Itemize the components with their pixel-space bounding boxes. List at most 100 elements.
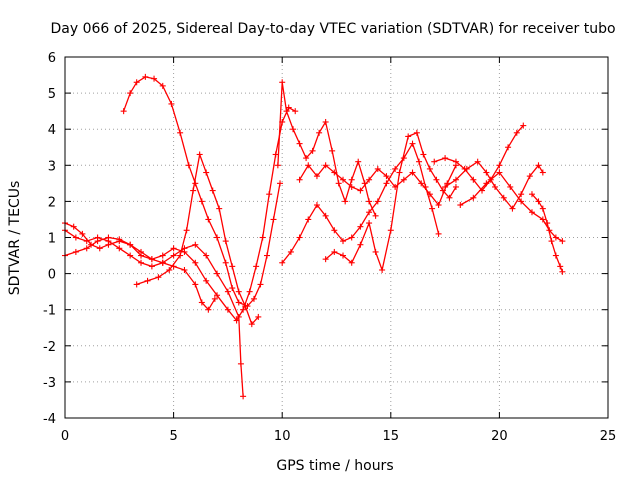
x-tick-label: 15 <box>383 429 400 444</box>
data-point-marker <box>203 277 210 284</box>
data-point-marker <box>257 281 264 288</box>
data-point-marker <box>470 194 477 201</box>
y-tick-label: -1 <box>43 304 56 319</box>
series-trace-6 <box>274 79 379 219</box>
data-point-marker <box>528 209 535 216</box>
data-point-marker <box>166 266 173 273</box>
series-line <box>136 152 259 326</box>
data-point-marker <box>507 183 514 190</box>
data-point-marker <box>116 245 123 252</box>
data-point-marker <box>392 165 399 172</box>
data-point-marker <box>148 263 155 270</box>
data-point-marker <box>305 216 312 223</box>
data-point-marker <box>253 263 260 270</box>
data-point-marker <box>70 223 77 230</box>
data-point-marker <box>509 205 516 212</box>
data-point-marker <box>116 236 123 243</box>
data-point-marker <box>72 234 79 241</box>
data-point-marker <box>138 259 145 266</box>
data-point-marker <box>492 183 499 190</box>
x-tick-label: 0 <box>61 429 69 444</box>
series-line <box>122 76 281 307</box>
data-point-marker <box>457 202 464 209</box>
series-line <box>531 193 564 273</box>
data-point-marker <box>329 147 336 154</box>
data-point-marker <box>357 223 364 230</box>
y-axis-label: SDTVAR / TECUs <box>7 181 23 296</box>
data-point-marker <box>138 252 145 259</box>
data-point-marker <box>409 169 416 176</box>
data-point-marker <box>144 277 151 284</box>
data-point-marker <box>229 263 236 270</box>
data-point-marker <box>229 285 236 292</box>
data-point-marker <box>177 129 184 136</box>
data-point-marker <box>426 191 433 198</box>
data-point-marker <box>535 198 542 205</box>
data-point-marker <box>83 238 90 245</box>
data-point-marker <box>505 144 512 151</box>
y-tick-label: 5 <box>48 87 56 102</box>
data-point-marker <box>383 180 390 187</box>
data-point-marker <box>235 313 242 320</box>
data-point-marker <box>170 245 177 252</box>
data-point-marker <box>309 147 316 154</box>
data-point-marker <box>416 158 423 165</box>
data-point-marker <box>237 360 244 367</box>
data-point-marker <box>270 216 277 223</box>
data-point-marker <box>409 140 416 147</box>
data-point-marker <box>214 234 221 241</box>
data-point-marker <box>374 165 381 172</box>
data-point-marker <box>303 155 310 162</box>
data-point-marker <box>322 162 329 169</box>
data-point-marker <box>446 194 453 201</box>
data-point-marker <box>296 140 303 147</box>
data-point-marker <box>357 241 364 248</box>
data-point-marker <box>544 220 551 227</box>
x-tick-label: 10 <box>274 429 291 444</box>
data-point-marker <box>520 122 527 129</box>
y-tick-label: 1 <box>48 232 56 247</box>
data-point-marker <box>366 220 373 227</box>
data-point-marker <box>331 169 338 176</box>
data-point-marker <box>342 198 349 205</box>
data-point-marker <box>168 100 175 107</box>
data-point-marker <box>433 176 440 183</box>
data-point-marker <box>151 75 158 82</box>
data-point-marker <box>181 266 188 273</box>
data-point-marker <box>216 205 223 212</box>
data-point-marker <box>205 216 212 223</box>
data-point-marker <box>528 191 535 198</box>
data-point-marker <box>120 108 127 115</box>
grid <box>65 57 608 418</box>
data-point-marker <box>198 299 205 306</box>
data-point-marker <box>357 187 364 194</box>
data-point-marker <box>214 270 221 277</box>
data-point-marker <box>463 165 470 172</box>
series-trace-2 <box>62 234 218 313</box>
data-point-marker <box>296 176 303 183</box>
data-point-marker <box>170 252 177 259</box>
data-point-marker <box>198 198 205 205</box>
series-line <box>64 236 216 311</box>
series-trace-7 <box>279 140 442 266</box>
data-point-marker <box>296 234 303 241</box>
series-trace-4 <box>120 73 284 310</box>
series-line <box>325 131 457 273</box>
data-point-marker <box>452 176 459 183</box>
series-line <box>64 106 296 322</box>
data-point-marker <box>452 158 459 165</box>
data-point-marker <box>96 245 103 252</box>
data-point-marker <box>348 176 355 183</box>
data-point-marker <box>405 133 412 140</box>
data-point-marker <box>133 79 140 86</box>
data-point-marker <box>94 234 101 241</box>
data-point-marker <box>559 268 566 275</box>
data-point-marker <box>183 227 190 234</box>
data-point-marker <box>313 202 320 209</box>
data-point-marker <box>426 165 433 172</box>
data-point-marker <box>442 155 449 162</box>
data-point-marker <box>192 259 199 266</box>
y-tick-label: -2 <box>43 340 56 355</box>
x-tick-label: 5 <box>169 429 177 444</box>
data-point-marker <box>442 183 449 190</box>
